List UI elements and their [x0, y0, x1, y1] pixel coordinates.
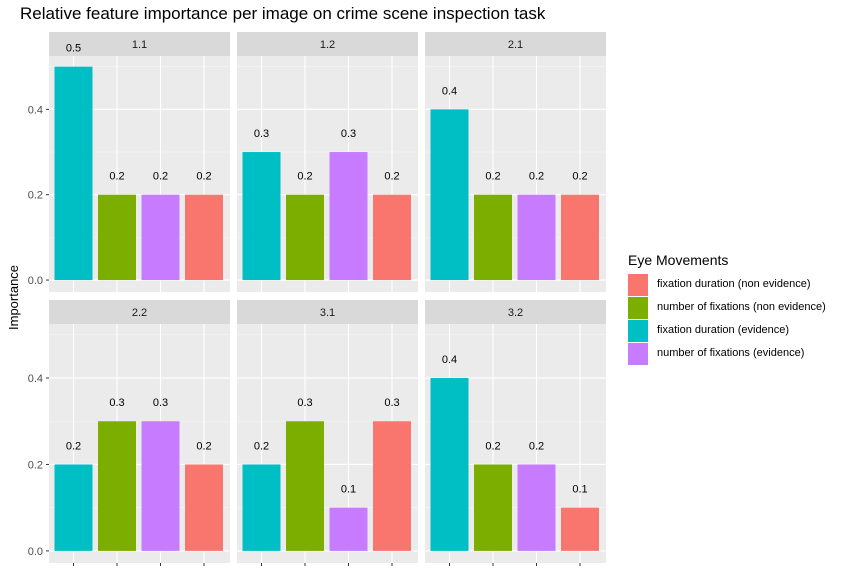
- legend-swatch: [628, 297, 648, 319]
- facet-label: 2.1: [508, 39, 523, 51]
- facet-strip: [425, 32, 606, 56]
- data-label: 0.2: [485, 171, 500, 183]
- data-label: 0.2: [529, 440, 544, 452]
- bar: [98, 421, 136, 551]
- facet-label: 1.2: [320, 39, 335, 51]
- facet-label: 1.1: [132, 39, 147, 51]
- y-tick-label: 0.2: [28, 459, 43, 471]
- data-label: 0.2: [572, 171, 587, 183]
- bar: [141, 194, 180, 281]
- legend-label: number of fixations (non evidence): [657, 301, 826, 313]
- facet-label: 3.1: [320, 307, 335, 319]
- data-label: 0.2: [485, 440, 500, 452]
- bar: [329, 152, 368, 281]
- bar: [54, 66, 93, 281]
- bar: [373, 194, 411, 281]
- bar: [98, 194, 136, 281]
- data-label: 0.3: [153, 397, 168, 409]
- y-tick-label: 0.4: [28, 373, 43, 385]
- bar: [54, 464, 93, 551]
- legend-label: fixation duration (evidence): [657, 324, 790, 336]
- data-label: 0.5: [66, 43, 81, 55]
- bar: [286, 421, 324, 551]
- bar: [517, 464, 556, 551]
- data-label: 0.2: [109, 171, 124, 183]
- data-label: 0.1: [572, 484, 587, 496]
- bar: [141, 421, 180, 551]
- bar: [185, 194, 223, 281]
- data-label: 0.3: [109, 397, 124, 409]
- bar: [430, 378, 469, 551]
- bar: [474, 194, 512, 281]
- bar: [561, 194, 599, 281]
- data-label: 0.4: [442, 354, 457, 366]
- data-label: 0.2: [153, 171, 168, 183]
- facet-strip: [237, 32, 418, 56]
- data-label: 0.3: [297, 397, 312, 409]
- bar: [474, 464, 512, 551]
- data-label: 0.2: [297, 171, 312, 183]
- bar: [242, 464, 281, 551]
- facet-strip: [237, 300, 418, 324]
- data-label: 0.1: [341, 484, 356, 496]
- legend-swatch: [628, 343, 648, 365]
- data-label: 0.3: [384, 397, 399, 409]
- bar: [517, 194, 556, 281]
- bar: [242, 152, 281, 281]
- data-label: 0.2: [66, 440, 81, 452]
- facet-strip: [49, 300, 230, 324]
- facet-strip: [49, 32, 230, 56]
- legend-label: number of fixations (evidence): [657, 347, 805, 359]
- data-label: 0.2: [196, 440, 211, 452]
- legend-title: Eye Movements: [628, 252, 729, 268]
- data-label: 0.3: [254, 128, 269, 140]
- y-tick-label: 0.2: [28, 190, 43, 202]
- bar: [430, 109, 469, 281]
- data-label: 0.2: [529, 171, 544, 183]
- facet-strip: [425, 300, 606, 324]
- data-label: 0.2: [196, 171, 211, 183]
- y-tick-label: 0.0: [28, 546, 43, 558]
- legend-swatch: [628, 320, 648, 342]
- legend-label: fixation duration (non evidence): [657, 278, 811, 290]
- data-label: 0.2: [254, 440, 269, 452]
- data-label: 0.4: [442, 85, 457, 97]
- facet-label: 2.2: [132, 307, 147, 319]
- facet-label: 3.2: [508, 307, 523, 319]
- bar: [329, 507, 368, 551]
- data-label: 0.3: [341, 128, 356, 140]
- chart-title: Relative feature importance per image on…: [20, 4, 546, 23]
- data-label: 0.2: [384, 171, 399, 183]
- bar: [185, 464, 223, 551]
- legend-swatch: [628, 274, 648, 296]
- bar: [286, 194, 324, 281]
- y-tick-label: 0.0: [28, 275, 43, 287]
- y-tick-label: 0.4: [28, 104, 43, 116]
- bar: [373, 421, 411, 551]
- bar: [561, 507, 599, 551]
